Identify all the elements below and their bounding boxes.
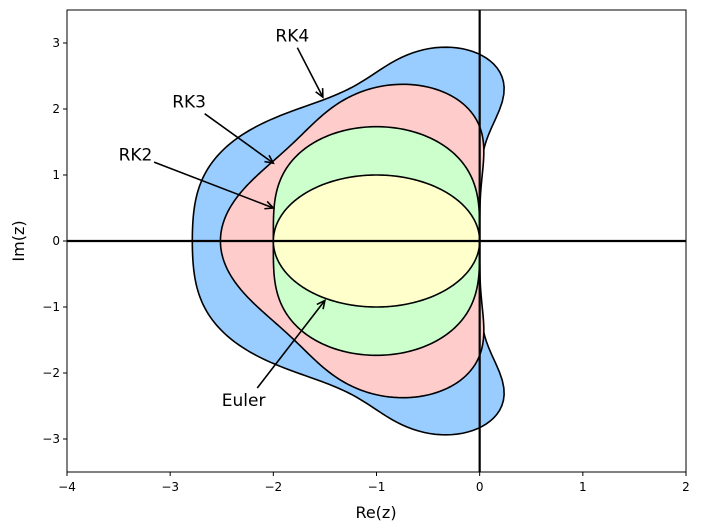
y-tick-label: 0 <box>52 234 60 248</box>
x-axis-label: Re(z) <box>355 503 396 522</box>
y-tick-label: 3 <box>52 36 60 50</box>
annotation-arrow <box>153 161 274 209</box>
y-axis-label: Im(z) <box>9 220 28 261</box>
annotation-rk2: RK2 <box>119 145 153 165</box>
annotation-arrow <box>256 299 326 389</box>
zero-axes <box>67 10 686 472</box>
annotation-euler: Euler <box>222 391 266 411</box>
y-tick-label: −2 <box>42 366 60 380</box>
x-tick-label: −1 <box>368 480 386 494</box>
annotation-arrow <box>296 47 324 98</box>
annotation-arrow <box>204 113 274 164</box>
annotation-arrowhead <box>264 200 276 210</box>
y-tick-label: 1 <box>52 168 60 182</box>
x-tick-label: 1 <box>579 480 587 494</box>
y-tick-label: −3 <box>42 432 60 446</box>
annotation-rk4: RK4 <box>275 27 309 47</box>
x-tick-label: 2 <box>682 480 690 494</box>
annotation-arrowhead <box>315 88 324 99</box>
ticks: −4 −3 −2 −1 0 1 2 −3 −2 −1 0 1 2 3 <box>42 36 690 494</box>
annotations: RK4 RK3 RK2 Euler <box>119 27 327 411</box>
x-tick-label: −4 <box>58 480 76 494</box>
annotation-rk3: RK3 <box>172 93 206 113</box>
y-tick-label: −1 <box>42 300 60 314</box>
annotation-arrowhead <box>264 154 275 165</box>
annotation-arrowhead <box>316 298 327 310</box>
x-tick-label: −3 <box>161 480 179 494</box>
x-tick-label: −2 <box>264 480 282 494</box>
x-tick-label: 0 <box>476 480 484 494</box>
y-tick-label: 2 <box>52 102 60 116</box>
